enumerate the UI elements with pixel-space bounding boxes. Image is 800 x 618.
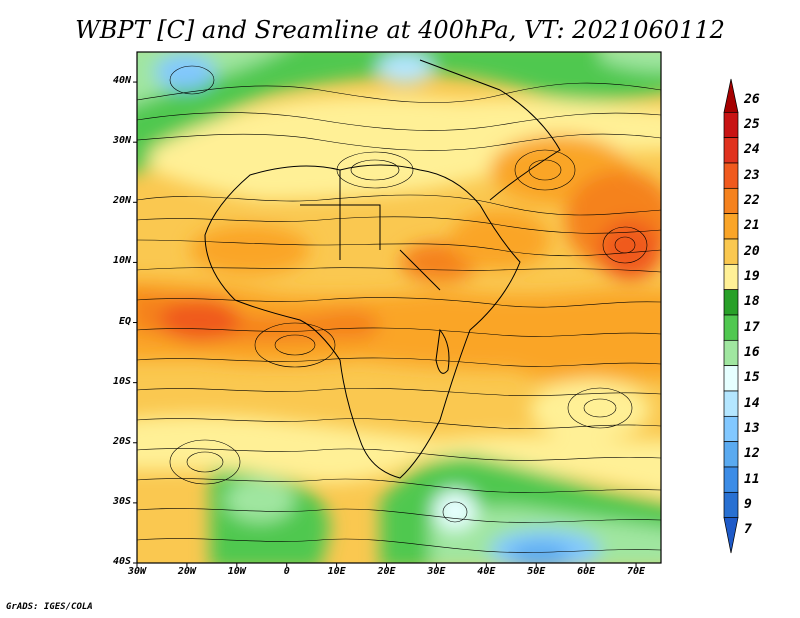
lon-label: 0: [283, 566, 290, 577]
colorbar-label: 23: [744, 167, 760, 183]
colorbar-label: 17: [744, 319, 760, 335]
lon-label: 60E: [577, 566, 596, 577]
colorbar-swatch: [723, 137, 739, 164]
colorbar-swatch: [723, 491, 739, 519]
colorbar-swatch: [723, 111, 739, 139]
colorbar-swatch: [723, 78, 739, 113]
lat-label: 10N: [112, 255, 131, 267]
colorbar-label: 24: [744, 142, 760, 158]
colorbar-label: 14: [744, 395, 760, 411]
colorbar-label: 18: [744, 294, 760, 310]
lat-label: 30S: [112, 495, 131, 507]
lat-label: 40S: [112, 556, 131, 567]
lon-label: 20E: [377, 566, 396, 577]
colorbar-label: 21: [744, 218, 760, 234]
colorbar-label: 26: [744, 91, 760, 107]
colorbar-label: 20: [744, 243, 760, 259]
colorbar-swatch: [723, 263, 739, 291]
lon-label: 10W: [227, 566, 246, 577]
colorbar-label: 19: [744, 269, 760, 284]
map-frame: [136, 51, 662, 564]
colorbar-swatch: [723, 162, 739, 189]
colorbar-swatch: [723, 390, 739, 417]
colorbar: [723, 78, 739, 554]
lat-label: 10S: [112, 375, 131, 387]
lon-label: 30W: [127, 566, 147, 577]
colorbar-swatch: [723, 466, 739, 493]
colorbar-swatch: [723, 213, 739, 240]
wbpt-shading: [137, 52, 661, 563]
colorbar-label: 13: [744, 421, 760, 436]
lon-label: 30E: [427, 566, 446, 577]
colorbar-swatch: [723, 314, 739, 341]
colorbar-label: 25: [744, 117, 760, 132]
colorbar-swatch: [723, 517, 739, 554]
lon-label: 10E: [327, 566, 346, 577]
colorbar-label: 22: [744, 193, 760, 208]
colorbar-swatch: [723, 415, 739, 443]
lon-label: 70E: [627, 566, 646, 577]
lat-label: 30N: [112, 135, 131, 147]
colorbar-label: 16: [744, 345, 760, 360]
lat-label: 20N: [112, 195, 131, 207]
lon-label: 20W: [177, 566, 196, 577]
colorbar-swatch: [723, 187, 739, 215]
lat-label: EQ: [118, 315, 131, 327]
colorbar-label: 9: [744, 497, 752, 512]
colorbar-label: 15: [744, 370, 760, 386]
coastlines: [204, 59, 561, 479]
lat-label: 40N: [112, 75, 131, 87]
lon-label: 50E: [527, 566, 546, 577]
colorbar-label: 7: [744, 522, 752, 538]
colorbar-swatch: [723, 339, 739, 367]
colorbar-swatch: [723, 365, 739, 392]
colorbar-swatch: [723, 441, 739, 468]
grads-credit: GrADS: IGES/COLA: [6, 602, 93, 612]
map-title: WBPT [C] and Sreamline at 400hPa, VT: 20…: [75, 16, 725, 44]
colorbar-label: 11: [744, 471, 760, 487]
colorbar-swatch: [723, 238, 739, 265]
colorbar-label: 12: [744, 446, 760, 462]
streamlines: [137, 65, 661, 553]
map-ticks: [133, 81, 637, 567]
lon-label: 40E: [477, 566, 496, 577]
lat-label: 20S: [112, 435, 131, 447]
colorbar-swatch: [723, 289, 739, 316]
